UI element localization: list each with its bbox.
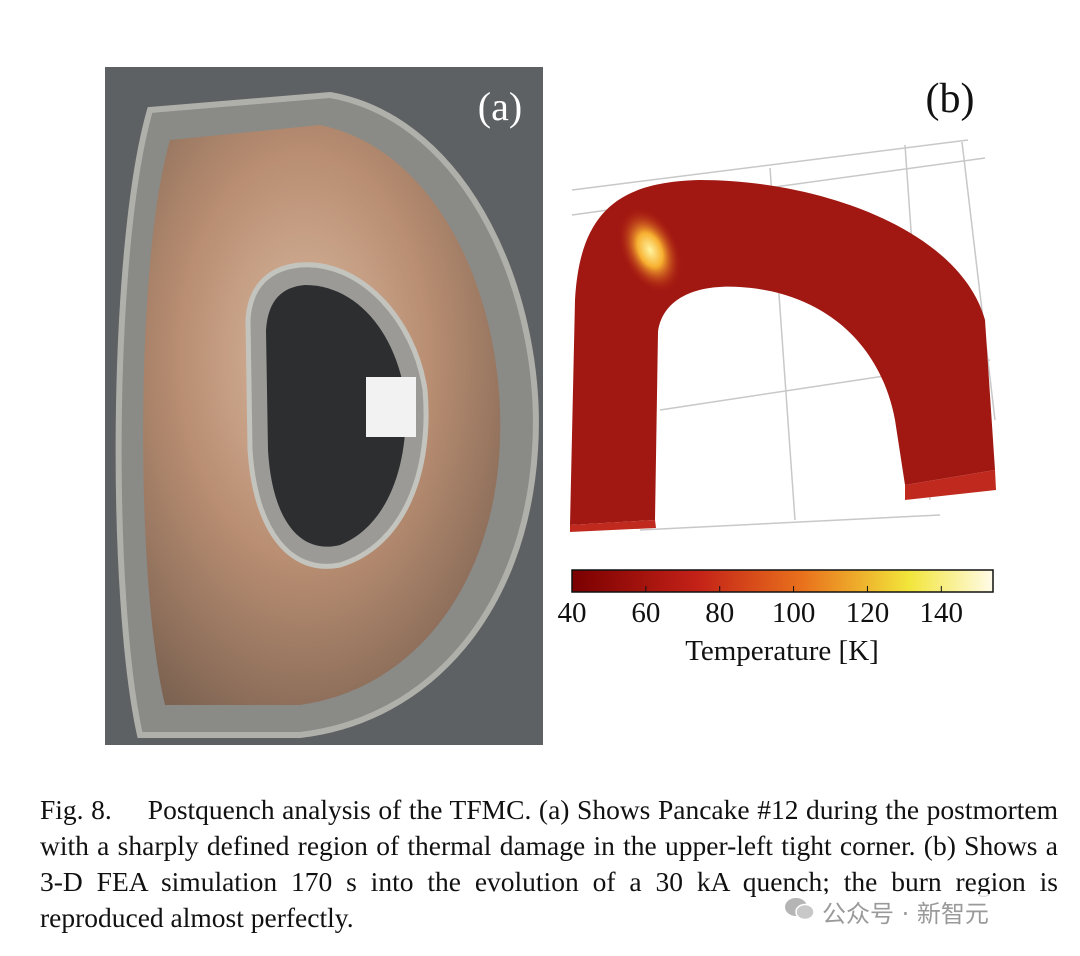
colorbar-tick-label: 100 <box>772 597 816 629</box>
colorbar <box>571 569 994 593</box>
watermark-text: 公众号 · 新智元 <box>822 900 989 928</box>
hot-spot <box>618 207 682 293</box>
colorbar-tick-label: 60 <box>631 597 660 629</box>
coil-ends <box>570 470 996 532</box>
colorbar-label: Temperature [K] <box>685 635 879 667</box>
panel-label: (b) <box>926 76 975 122</box>
colorbar-tick-label: 80 <box>705 597 734 629</box>
watermark: 公众号 · 新智元 <box>780 894 995 929</box>
wechat-icon <box>785 898 815 921</box>
photo-panel-a <box>105 67 543 745</box>
caption: Fig. 8. Postquench analysis of the TFMC. … <box>40 792 1058 936</box>
caption-label: Fig. 8. <box>40 794 112 825</box>
panel-label: (a) <box>478 84 522 129</box>
colorbar-tick-label: 40 <box>558 597 587 629</box>
caption-text: Postquench analysis of the TFMC. (a) Sho… <box>40 794 1058 933</box>
figure: (a) (b) 40 60 80 100 120 140 Temperature [K] <box>105 67 996 745</box>
colorbar-tick-label: 140 <box>920 597 964 629</box>
colorbar-tick-label: 120 <box>846 597 890 629</box>
